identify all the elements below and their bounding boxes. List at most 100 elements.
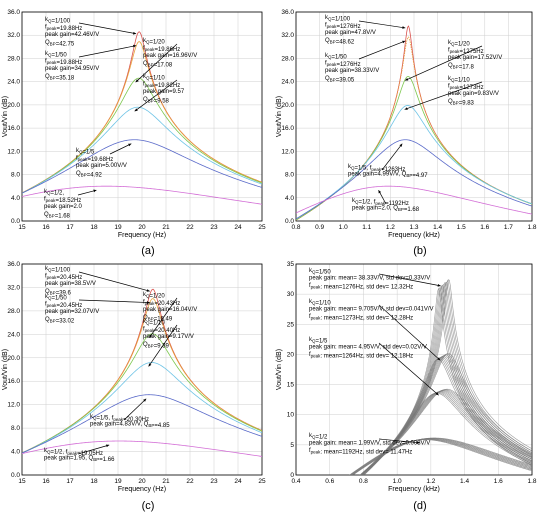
chart-panel: 15 16 17 18 19 20 21 22 23 24 25 0.0 4.0 8.0 12.0 16.0 2…	[2, 261, 266, 512]
x-tick-label: 0.8	[291, 224, 300, 231]
annotation-line: fpeak=19.68Hz	[76, 156, 113, 164]
x-tick-label: 17	[66, 478, 74, 485]
annotation-line: QBP=35.18	[45, 74, 75, 82]
series-line	[360, 389, 532, 475]
arrowhead	[402, 26, 406, 29]
y-tick-label: 16.0	[7, 378, 20, 385]
x-tick-label: 1.7	[504, 224, 513, 231]
x-tick-label: 1.1	[362, 224, 371, 231]
y-tick-label: 36.0	[7, 261, 20, 268]
x-axis-label: Frequency (kHz)	[388, 486, 440, 493]
y-tick-label: 12.0	[281, 148, 294, 155]
annotation-line: QBP=1.68	[44, 212, 71, 220]
y-tick-label: 36.0	[281, 9, 294, 16]
annotation-arrow	[148, 324, 178, 367]
x-tick-label: 21	[162, 224, 170, 231]
annotation-arrow	[78, 45, 137, 58]
panel-caption: (b)	[413, 245, 426, 257]
x-tick-label: 1.2	[386, 224, 395, 231]
series-line	[22, 77, 262, 194]
annotation-line: fpeak=19.88Hz	[45, 25, 82, 32]
annotation-arrow	[78, 22, 137, 35]
annotation-line: fpeak: mean=1192Hz, std dev= 11.47Hz	[309, 448, 412, 456]
annotation-arrow	[77, 189, 97, 196]
annotation-arrow	[358, 40, 406, 60]
series-group	[22, 31, 262, 205]
y-tick-label: 28.0	[281, 55, 294, 62]
series-line	[296, 185, 532, 215]
series-line	[352, 437, 532, 475]
annotation-arrow	[378, 304, 441, 361]
annotation-arrow	[78, 271, 150, 292]
annotation-line: QBP=48.62	[325, 38, 355, 46]
x-tick-label: 15	[18, 224, 26, 231]
series-line	[22, 185, 262, 205]
annotation-line: peak gain=17.52V/V	[448, 55, 502, 61]
series-line	[361, 355, 532, 475]
y-tick-label: 36.0	[7, 9, 20, 16]
series-line	[22, 106, 262, 194]
annotation-arrow	[123, 398, 147, 421]
y-tick-label: 24.0	[7, 331, 20, 338]
annotation-line: peak gain=38.33V/V	[325, 68, 379, 74]
arrowhead	[133, 31, 137, 35]
annotation-arrow	[404, 45, 483, 81]
annotation-line: fpeak=1276Hz	[325, 23, 361, 31]
annotation-line: peak gain: mean= 4.95V/V, std dev=0.02V/…	[309, 345, 427, 351]
annotation-arrow	[378, 438, 420, 444]
series-line	[296, 105, 532, 220]
annotation-line: fpeak=20.45Hz	[45, 302, 82, 310]
annotation-line: fpeak=18.52Hz	[44, 197, 81, 205]
series-line	[361, 357, 532, 475]
y-tick-label: 8.0	[285, 172, 294, 179]
x-tick-label: 19	[114, 224, 122, 231]
plot-frame	[295, 11, 533, 222]
x-tick-label: 1.0	[339, 224, 348, 231]
series-group	[348, 279, 532, 475]
y-axis-label: Vout/Vin (dB)	[2, 96, 9, 137]
annotation-line: peak gain=16.96V/V	[143, 53, 197, 59]
annotation-line: kQ=1/20	[448, 40, 470, 48]
y-tick-label: 12.0	[7, 148, 20, 155]
series-line	[22, 333, 262, 454]
x-tick-label: 1.2	[426, 478, 435, 485]
series-line	[22, 440, 262, 457]
arrowhead	[435, 392, 439, 396]
arrowhead	[135, 79, 139, 83]
annotation-line: kQ=1/50	[45, 294, 67, 302]
x-tick-label: 16	[42, 224, 50, 231]
x-tick-label: 15	[18, 478, 26, 485]
annotation-line: peak gain=4.99V/V, QBP=4.97	[348, 172, 428, 180]
annotation-line: QBP=9.39	[143, 342, 170, 350]
annotation-line: kQ=1/10	[309, 299, 331, 307]
annotation-line: fpeak=20.45Hz	[45, 274, 82, 282]
annotation-line: kQ=1/2, fpeak=19.05Hz	[44, 448, 103, 457]
series-line	[296, 139, 532, 220]
arrowhead	[128, 143, 132, 147]
x-axis-label: Frequency (kHz)	[388, 232, 440, 239]
annotation-line: kQ=1/5	[76, 148, 95, 156]
x-tick-label: 1.6	[480, 224, 489, 231]
series-line	[361, 358, 532, 475]
x-tick-label: 1.0	[393, 478, 402, 485]
annotation-line: fpeak: mean=1273Hz, std dev= 12.28Hz	[309, 314, 413, 322]
series-line	[360, 391, 532, 475]
plot-frame	[295, 263, 533, 476]
y-tick-label: 20.0	[281, 102, 294, 109]
y-tick-label: 32.0	[7, 284, 20, 291]
x-tick-label: 0.9	[315, 224, 324, 231]
x-tick-label: 0.6	[325, 478, 334, 485]
arrowhead	[148, 363, 152, 367]
plot-frame	[21, 11, 263, 222]
arrowhead	[378, 190, 382, 194]
panel-caption: (c)	[142, 500, 155, 512]
x-axis-label: Frequency (Hz)	[118, 232, 166, 239]
annotation-line: peak gain=5.00V/V	[76, 163, 127, 169]
